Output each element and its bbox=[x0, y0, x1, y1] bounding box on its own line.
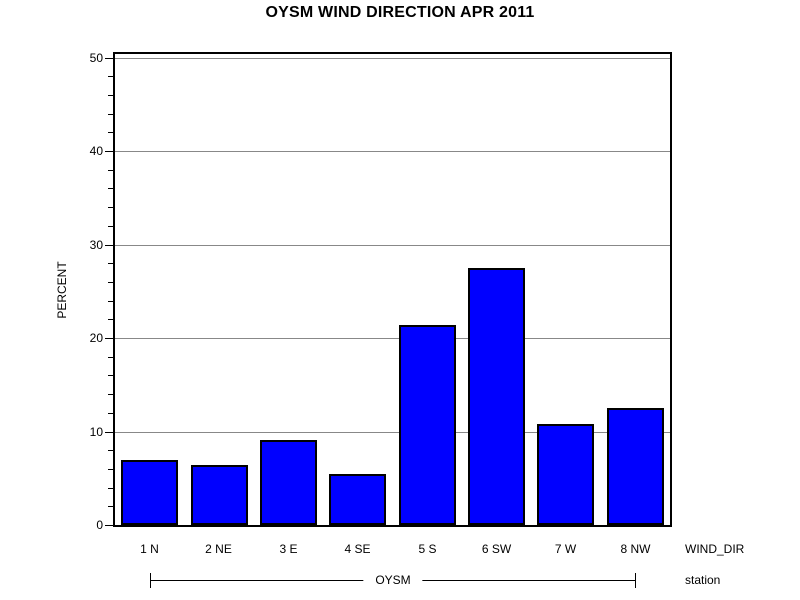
bar-7-w bbox=[537, 424, 594, 525]
y-minor-tick-44 bbox=[108, 114, 113, 115]
y-major-tick-20 bbox=[105, 338, 113, 339]
y-minor-tick-14 bbox=[108, 394, 113, 395]
y-tick-label-50: 50 bbox=[89, 51, 103, 65]
bar-6-sw bbox=[468, 268, 525, 525]
y-major-tick-30 bbox=[105, 245, 113, 246]
gridline-10 bbox=[115, 432, 670, 433]
y-major-tick-10 bbox=[105, 432, 113, 433]
y-minor-tick-48 bbox=[108, 76, 113, 77]
x-tick-label-4: 4 SE bbox=[344, 542, 371, 556]
y-minor-tick-22 bbox=[108, 319, 113, 320]
y-tick-label-10: 10 bbox=[89, 425, 103, 439]
group-bracket-right-tick bbox=[635, 573, 636, 588]
x-tick-label-6: 6 SW bbox=[481, 542, 512, 556]
bar-4-se bbox=[329, 474, 386, 525]
y-minor-tick-36 bbox=[108, 188, 113, 189]
gridline-50 bbox=[115, 58, 670, 59]
y-tick-label-40: 40 bbox=[89, 144, 103, 158]
y-minor-tick-26 bbox=[108, 282, 113, 283]
y-major-tick-0 bbox=[105, 525, 113, 526]
y-minor-tick-2 bbox=[108, 506, 113, 507]
y-tick-label-30: 30 bbox=[89, 238, 103, 252]
bar-3-e bbox=[260, 440, 317, 525]
y-major-tick-40 bbox=[105, 151, 113, 152]
y-minor-tick-8 bbox=[108, 450, 113, 451]
x-tick-label-3: 3 E bbox=[279, 542, 298, 556]
bar-5-s bbox=[399, 325, 456, 525]
x-axis-name: WIND_DIR bbox=[685, 542, 745, 556]
y-minor-tick-46 bbox=[108, 95, 113, 96]
gridline-20 bbox=[115, 338, 670, 339]
y-minor-tick-24 bbox=[108, 301, 113, 302]
y-minor-tick-4 bbox=[108, 488, 113, 489]
y-minor-tick-32 bbox=[108, 226, 113, 227]
gridline-40 bbox=[115, 151, 670, 152]
x-tick-label-8: 8 NW bbox=[620, 542, 651, 556]
group-axis-name: station bbox=[685, 573, 721, 587]
y-tick-label-20: 20 bbox=[89, 331, 103, 345]
chart-title: OYSM WIND DIRECTION APR 2011 bbox=[265, 4, 535, 21]
x-tick-label-1: 1 N bbox=[140, 542, 159, 556]
x-tick-label-5: 5 S bbox=[418, 542, 437, 556]
y-minor-tick-28 bbox=[108, 263, 113, 264]
y-major-tick-50 bbox=[105, 58, 113, 59]
bar-8-nw bbox=[607, 408, 664, 525]
x-tick-label-2: 2 NE bbox=[205, 542, 232, 556]
y-tick-label-0: 0 bbox=[96, 518, 103, 532]
group-bracket-left-tick bbox=[150, 573, 151, 588]
y-minor-tick-12 bbox=[108, 413, 113, 414]
group-label: OYSM bbox=[363, 573, 423, 588]
bar-1-n bbox=[121, 460, 178, 525]
gridline-30 bbox=[115, 245, 670, 246]
y-minor-tick-16 bbox=[108, 375, 113, 376]
y-minor-tick-42 bbox=[108, 132, 113, 133]
y-minor-tick-6 bbox=[108, 469, 113, 470]
y-minor-tick-38 bbox=[108, 170, 113, 171]
y-minor-tick-34 bbox=[108, 207, 113, 208]
y-axis-label: PERCENT bbox=[55, 261, 69, 319]
y-minor-tick-18 bbox=[108, 357, 113, 358]
x-tick-label-7: 7 W bbox=[554, 542, 577, 556]
bar-2-ne bbox=[191, 465, 248, 525]
